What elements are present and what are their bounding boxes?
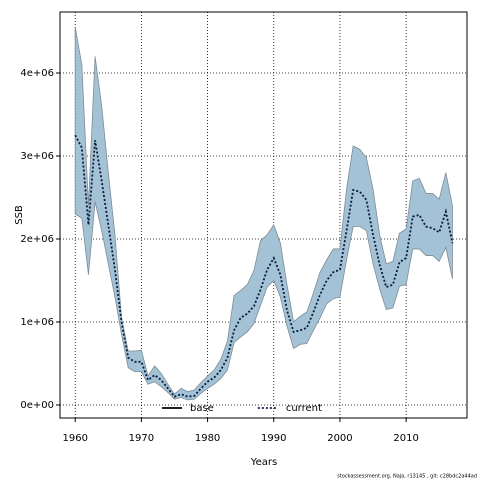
- series-line: [74, 134, 454, 398]
- legend-label: base: [190, 403, 214, 414]
- y-tick-label: 1e+06: [20, 317, 54, 328]
- footnote: stockassessment.org, Naja, r13145 , git:…: [337, 474, 477, 480]
- y-tick-label: 0e+00: [20, 400, 54, 411]
- x-tick-label: 1990: [261, 433, 286, 444]
- y-tick-label: 3e+06: [20, 151, 54, 162]
- x-tick-label: 2000: [327, 433, 352, 444]
- y-tick-label: 4e+06: [20, 68, 54, 79]
- legend-label: current: [286, 403, 322, 414]
- plot-frame: [59, 11, 468, 419]
- y-axis-label: SSB: [14, 205, 25, 225]
- confidence-band: [74, 27, 453, 401]
- x-tick-label: 1970: [129, 433, 154, 444]
- y-tick-label: 2e+06: [20, 234, 54, 245]
- x-tick-label: 1960: [62, 433, 87, 444]
- x-axis-label: Years: [250, 457, 277, 468]
- x-tick-label: 2010: [393, 433, 418, 444]
- x-tick-label: 1980: [195, 433, 220, 444]
